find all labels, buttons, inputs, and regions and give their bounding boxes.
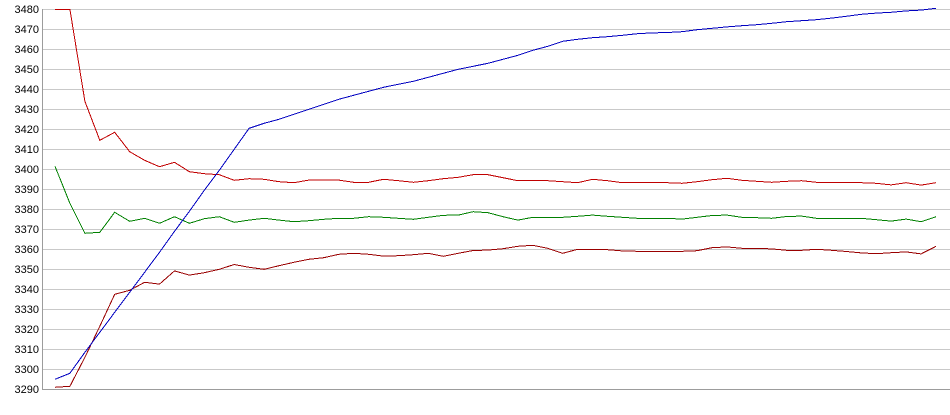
y-axis-tick-label: 3360 bbox=[15, 244, 39, 256]
y-axis-tick-label: 3420 bbox=[15, 124, 39, 136]
y-axis-tick-label: 3350 bbox=[15, 264, 39, 276]
y-axis-tick-label: 3410 bbox=[15, 144, 39, 156]
y-axis-tick-label: 3370 bbox=[15, 224, 39, 236]
y-axis-tick-label: 3310 bbox=[15, 344, 39, 356]
y-axis-tick-label: 3450 bbox=[15, 64, 39, 76]
series-blue-line bbox=[54, 7, 937, 380]
y-axis-tick-label: 3440 bbox=[15, 84, 39, 96]
y-axis-tick-label: 3320 bbox=[15, 324, 39, 336]
y-axis-tick-label: 3480 bbox=[15, 4, 39, 16]
y-axis-tick-label: 3430 bbox=[15, 104, 39, 116]
y-axis-tick-label: 3300 bbox=[15, 364, 39, 376]
y-axis-tick-label: 3470 bbox=[15, 24, 39, 36]
y-axis-tick-label: 3400 bbox=[15, 164, 39, 176]
series-green-line bbox=[54, 166, 937, 234]
y-axis-tick-label: 3460 bbox=[15, 44, 39, 56]
series-red-line bbox=[55, 8, 937, 186]
y-axis-tick-label: 3390 bbox=[15, 184, 39, 196]
y-axis-tick-label: 3380 bbox=[15, 204, 39, 216]
y-axis-tick-label: 3340 bbox=[15, 284, 39, 296]
series-dark-red-line bbox=[54, 244, 937, 388]
y-axis-tick-label: 3290 bbox=[15, 384, 39, 396]
y-axis-tick-label: 3330 bbox=[15, 304, 39, 316]
